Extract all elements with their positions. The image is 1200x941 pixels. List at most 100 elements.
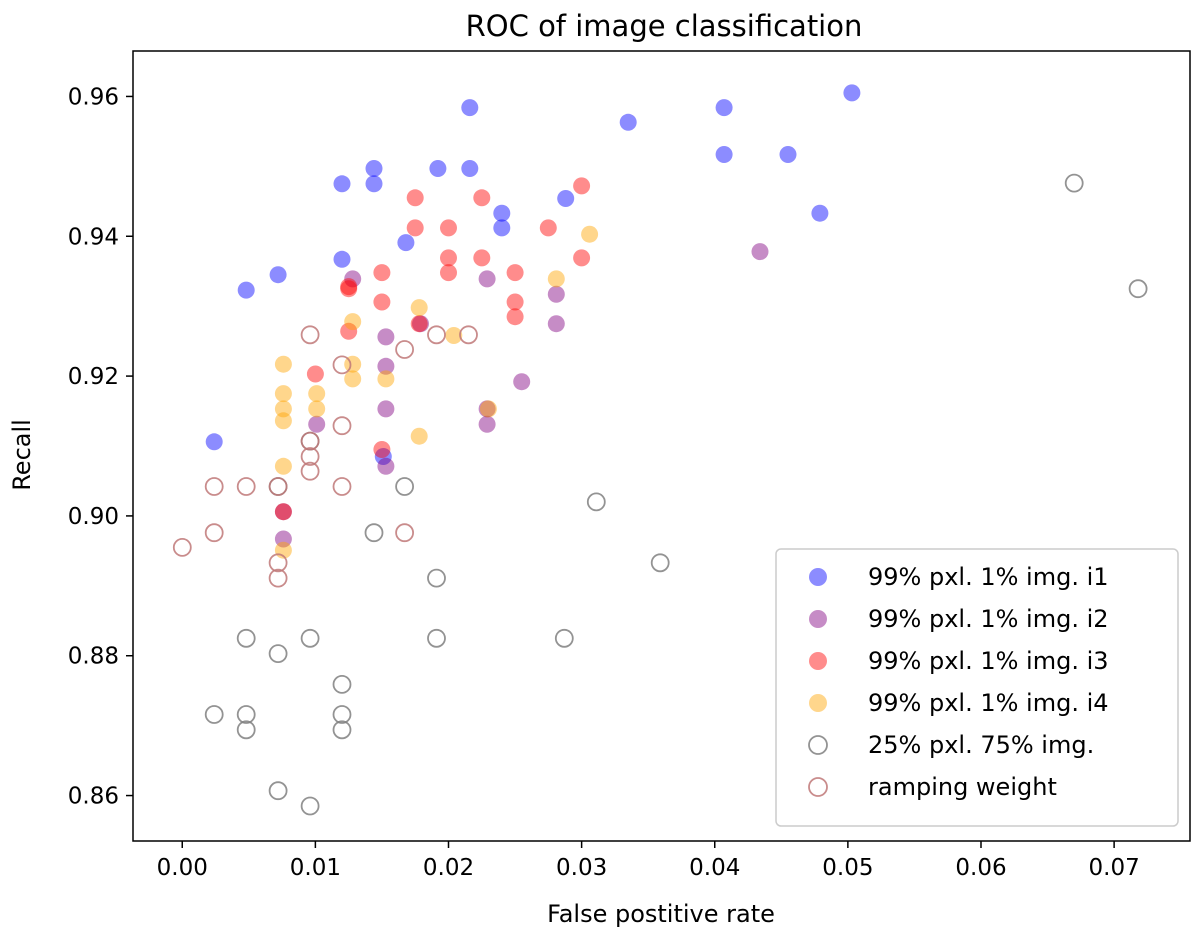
data-point [268,477,288,496]
data-point [374,448,392,465]
series-99-pxl-1-img-i3 [274,177,591,521]
data-point [573,177,591,195]
data-point [274,503,292,521]
data-point [395,523,415,543]
y-tick-label: 0.94 [68,224,119,250]
data-point [619,113,637,131]
data-point [410,299,428,317]
data-point [204,477,224,496]
data-point [344,270,362,288]
x-tick-label: 0.03 [556,855,607,881]
data-point [506,293,524,311]
data-point [332,416,352,436]
y-tick-label: 0.92 [68,364,119,390]
data-point [332,355,352,375]
legend-box [775,548,1179,827]
data-point [581,225,599,243]
data-point [340,322,358,340]
legend-marker [809,694,827,712]
data-point [373,441,391,458]
legend: 99% pxl. 1% img. i1 99% pxl. 1% img. i2 99… [775,548,1179,827]
data-point [300,461,320,481]
data-point [365,175,383,193]
data-point [333,250,351,268]
data-point [274,412,292,430]
x-axis-title: False postitive rate [547,900,775,928]
legend-marker [808,735,828,755]
data-point [843,84,861,102]
data-point [344,370,362,388]
data-point [506,264,524,282]
data-point [308,415,326,433]
legend-label: 99% pxl. 1% img. i4 [868,689,1109,717]
y-tick-label: 0.86 [68,784,119,810]
data-point [268,553,288,573]
data-point [650,553,670,573]
data-point [274,457,292,475]
series-99-pxl-1-img-i1 [205,84,861,465]
x-tick-label: 0.02 [423,855,474,881]
legend-label: 99% pxl. 1% img. i2 [868,605,1109,633]
data-point [236,705,256,724]
data-point [274,503,292,521]
data-point [300,325,320,345]
data-point [427,628,446,648]
data-point [479,400,497,418]
data-point [268,644,288,663]
data-point [1064,173,1084,193]
x-tick-label: 0.00 [157,855,208,881]
data-point [236,628,256,648]
data-point [779,146,797,163]
data-point [547,315,565,333]
data-point [406,189,424,207]
data-point [306,365,324,383]
data-point [269,266,287,284]
data-point [473,189,491,207]
data-point [1128,279,1148,299]
data-point [377,328,395,346]
data-point [236,477,256,496]
data-point [478,400,496,418]
data-point [397,234,415,252]
data-point [461,160,479,177]
data-point [547,270,565,288]
x-tick-label: 0.01 [290,855,341,881]
data-point [377,357,395,375]
data-point [300,628,320,648]
data-point [410,427,428,445]
data-point [332,477,352,496]
data-point [539,219,557,237]
series-99-pxl-1-img-i2 [274,243,769,548]
data-point [395,340,415,359]
data-point [429,160,447,177]
data-point [459,325,478,345]
data-point [547,285,565,303]
data-point [332,675,352,694]
series-ramping-weight [172,325,478,588]
data-point [172,538,192,557]
data-point [557,190,575,207]
data-point [340,278,358,296]
data-point [493,219,511,237]
data-point [573,249,591,267]
plot-frame [132,50,1191,842]
x-tick-label: 0.05 [822,855,873,881]
data-point [554,628,574,648]
data-point [751,243,769,261]
data-point [204,523,224,543]
data-point [236,720,256,740]
data-point [811,204,829,222]
x-tick-label: 0.06 [955,855,1006,881]
data-point [308,400,326,418]
data-point [332,705,352,724]
data-point [412,315,429,333]
data-point [445,327,463,344]
data-point [308,385,326,403]
x-axis: 0.00 0.01 0.02 0.03 0.04 0.05 0.06 0.07 [157,841,1140,881]
data-point [406,219,424,237]
data-point [274,385,292,403]
data-point [427,325,446,345]
data-point [715,99,733,117]
legend-marker [809,610,827,628]
